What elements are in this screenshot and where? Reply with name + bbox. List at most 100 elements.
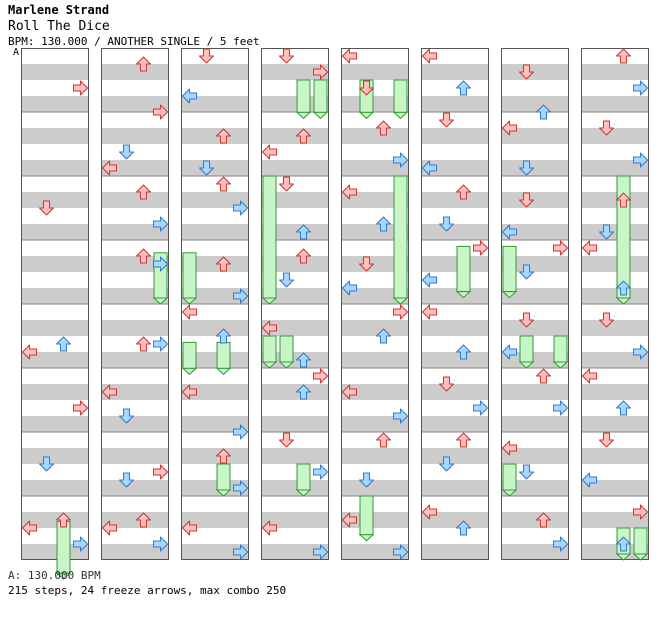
beat-stripe [261, 480, 329, 496]
beat-stripe [421, 512, 489, 528]
down-arrow-icon [599, 120, 614, 136]
freeze-body [279, 335, 294, 363]
up-arrow-icon [456, 520, 471, 536]
beat-stripe [581, 384, 649, 400]
down-arrow-icon [39, 200, 54, 216]
beat-stripe [501, 480, 569, 496]
freeze-body [216, 341, 231, 369]
freeze-arrow [261, 335, 278, 369]
beat-stripe [21, 288, 89, 304]
right-arrow-icon [153, 256, 168, 272]
freeze-body [56, 521, 71, 574]
beat-stripe [101, 448, 169, 464]
beat-stripe [181, 352, 249, 368]
right-arrow-icon [633, 152, 648, 168]
beat-stripe [181, 416, 249, 432]
down-arrow-icon [39, 456, 54, 472]
beat-stripe [181, 256, 249, 272]
beat-stripe [581, 544, 649, 560]
freeze-tail [615, 297, 632, 305]
left-arrow-icon [102, 384, 117, 400]
beat-stripe [581, 288, 649, 304]
freeze-body [182, 252, 197, 299]
beat-stripe [581, 256, 649, 272]
beat-stripe [261, 192, 329, 208]
right-arrow-icon [313, 64, 328, 80]
beat-stripe [101, 64, 169, 80]
beat-stripe [261, 544, 329, 560]
right-arrow-icon [633, 504, 648, 520]
beat-stripe [501, 256, 569, 272]
beat-stripe [21, 160, 89, 176]
right-arrow-icon [633, 344, 648, 360]
freeze-body [182, 341, 197, 369]
up-arrow-icon [536, 104, 551, 120]
chart-column-5 [341, 48, 409, 560]
speed-marker: A [13, 47, 20, 58]
up-arrow-icon [616, 536, 631, 552]
freeze-body [216, 463, 231, 491]
freeze-body [633, 527, 648, 555]
freeze-body [296, 79, 311, 113]
beat-stripe [581, 512, 649, 528]
beat-stripe [341, 448, 409, 464]
step-stats: 215 steps, 24 freeze arrows, max combo 2… [8, 584, 287, 597]
beat-stripe [261, 224, 329, 240]
beat-stripe [341, 512, 409, 528]
freeze-arrow [518, 335, 535, 369]
down-arrow-icon [519, 64, 534, 80]
chart-column-8 [581, 48, 649, 560]
beat-stripe [581, 192, 649, 208]
down-arrow-icon [359, 80, 374, 96]
freeze-tail [615, 553, 632, 561]
freeze-body [296, 463, 311, 491]
beat-stripe [261, 416, 329, 432]
beat-stripe [501, 544, 569, 560]
down-arrow-icon [279, 176, 294, 192]
beat-stripe [501, 224, 569, 240]
beat-stripe [261, 96, 329, 112]
beat-stripe [341, 128, 409, 144]
right-arrow-icon [73, 400, 88, 416]
freeze-body [313, 79, 328, 113]
beat-stripe [341, 544, 409, 560]
beat-stripe [181, 384, 249, 400]
right-arrow-icon [233, 200, 248, 216]
left-arrow-icon [262, 520, 277, 536]
up-arrow-icon [136, 336, 151, 352]
up-arrow-icon [216, 448, 231, 464]
freeze-tail [261, 361, 278, 369]
left-arrow-icon [342, 384, 357, 400]
freeze-arrow [215, 463, 232, 497]
beat-stripe [501, 96, 569, 112]
freeze-tail [392, 111, 409, 120]
freeze-tail [358, 534, 375, 542]
beat-stripe [421, 352, 489, 368]
column-border [261, 48, 329, 560]
freeze-arrow [455, 245, 472, 299]
left-arrow-icon [502, 224, 517, 240]
beat-stripe [501, 512, 569, 528]
freeze-arrow [358, 495, 375, 542]
down-arrow-icon [519, 192, 534, 208]
up-arrow-icon [456, 184, 471, 200]
right-arrow-icon [393, 544, 408, 560]
right-arrow-icon [393, 408, 408, 424]
beat-stripe [421, 64, 489, 80]
beat-stripe [101, 384, 169, 400]
beat-stripe [101, 288, 169, 304]
song-title: Roll The Dice [8, 19, 110, 34]
freeze-tail [312, 111, 329, 120]
beat-stripe [421, 256, 489, 272]
beat-stripe [21, 352, 89, 368]
freeze-tail [501, 489, 518, 497]
beat-stripe [181, 192, 249, 208]
down-arrow-icon [199, 48, 214, 64]
freeze-arrow [215, 341, 232, 376]
column-border [501, 48, 569, 560]
beat-stripe [501, 416, 569, 432]
up-arrow-icon [216, 176, 231, 192]
up-arrow-icon [616, 280, 631, 296]
down-arrow-icon [119, 408, 134, 424]
